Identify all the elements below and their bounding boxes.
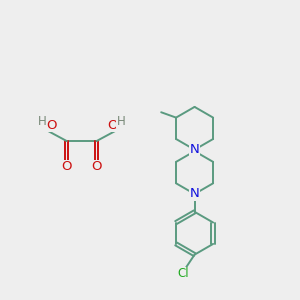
Text: Cl: Cl xyxy=(178,267,189,280)
Text: O: O xyxy=(61,160,72,173)
Text: H: H xyxy=(117,115,125,128)
Text: O: O xyxy=(91,160,102,173)
Text: N: N xyxy=(190,188,200,200)
Text: O: O xyxy=(46,119,56,132)
Text: O: O xyxy=(107,119,118,132)
Text: H: H xyxy=(38,115,46,128)
Text: N: N xyxy=(190,143,200,156)
